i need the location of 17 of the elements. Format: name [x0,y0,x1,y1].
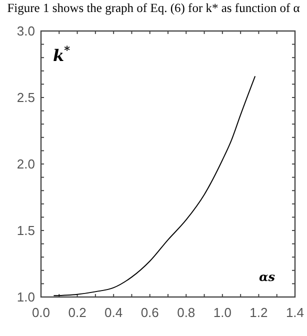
x-tick-label: 0.2 [68,305,86,320]
x-tick-label: 1.0 [213,305,232,320]
x-axis-title: αs [259,270,276,284]
y-tick-label: 2.0 [16,156,35,172]
chart-title: Figure 1 shows the graph of Eq. (6) for k* as function of α [7,1,300,15]
x-tick-label: 1.4 [286,305,304,320]
y-tick-label: 3.0 [16,24,35,38]
y-axis-title: k$^{*}$ [53,43,70,65]
x-tick-label: 0.4 [104,305,123,320]
x-tick-label: 0.0 [32,305,50,320]
x-tick-label: 0.8 [177,305,196,320]
y-tick-label: 2.5 [16,90,35,105]
x-tick-label: 1.2 [250,305,268,320]
x-tick-label: 0.6 [140,305,159,320]
y-tick-label: 1.5 [16,223,35,238]
line-series [53,76,256,296]
y-tick-label: 1.0 [16,290,35,304]
